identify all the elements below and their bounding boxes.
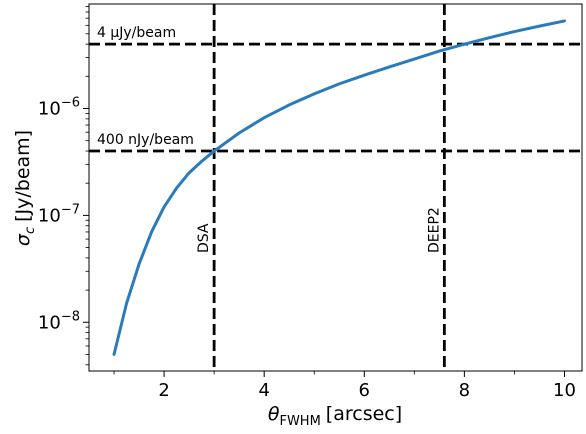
survey-label: DEEP2 [426, 207, 442, 253]
reference-lines [89, 4, 582, 371]
x-axis-ticks: 2 4 6 8 10 [113, 371, 576, 401]
y-axis-ticks: 10−8 10−7 10−6 [38, 6, 89, 366]
threshold-label: 4 μJy/beam [97, 25, 176, 41]
y-axis-label: σc[Jy/beam] [12, 130, 38, 246]
annotations: 4 μJy/beam 400 nJy/beam DSA DEEP2 [97, 25, 442, 253]
survey-label: DSA [196, 223, 212, 253]
x-tick-label: 6 [359, 380, 370, 401]
x-tick-label: 10 [553, 380, 576, 401]
y-tick-label: 10−6 [38, 96, 80, 120]
threshold-label: 400 nJy/beam [97, 132, 194, 148]
x-tick-label: 2 [158, 380, 169, 401]
series-group [112, 19, 566, 356]
x-tick-label: 4 [258, 380, 269, 401]
plot-frame [88, 3, 583, 372]
x-axis-label: θFWHM [arcsec] [268, 403, 402, 429]
y-tick-label: 10−7 [38, 202, 80, 226]
sensitivity-curve [112, 19, 566, 356]
y-tick-label: 10−8 [38, 309, 80, 333]
x-tick-label: 8 [459, 380, 470, 401]
